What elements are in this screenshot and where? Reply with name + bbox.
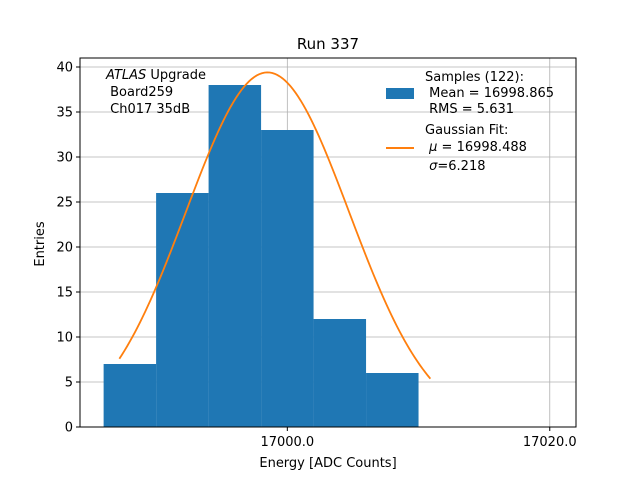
histogram-bar [208, 85, 262, 427]
legend-samples-mean: Mean = 16998.865 [425, 86, 554, 101]
annotation-line-2: Board259 [106, 85, 173, 100]
legend-histogram-swatch [386, 88, 414, 99]
y-tick-label: 40 [56, 61, 73, 76]
legend-fit-header: Gaussian Fit: [425, 123, 508, 138]
legend-fit-mu: μ = 16998.488 [425, 140, 527, 155]
y-tick-label: 5 [65, 376, 73, 391]
histogram-bar [156, 193, 209, 427]
y-tick-label: 30 [56, 151, 73, 166]
histogram-bar [261, 130, 314, 427]
y-tick-label: 15 [56, 286, 73, 301]
legend-fit-sigma: σ=6.218 [425, 159, 486, 174]
histogram-bar [103, 364, 157, 427]
legend-samples-rms: RMS = 5.631 [425, 102, 514, 117]
x-tick-label: 17000.0 [260, 435, 314, 450]
axes-frame [79, 57, 577, 428]
y-tick-label: 25 [56, 196, 73, 211]
y-axis-label: Entries [33, 221, 48, 267]
y-tick-label: 35 [56, 106, 73, 121]
fit-layer [118, 71, 432, 380]
legend-samples-header: Samples (122): [425, 70, 524, 85]
histogram-bar [313, 319, 367, 427]
sigma-symbol: σ [429, 159, 438, 174]
annotation-rest: Upgrade [146, 68, 206, 83]
annotation-line-1: ATLAS Upgrade [105, 68, 206, 83]
histogram-bar [366, 373, 419, 427]
mu-value: = 16998.488 [437, 140, 526, 155]
y-tick-label: 0 [65, 421, 73, 436]
x-tick-label: 17020.0 [523, 435, 577, 450]
y-tick-label: 10 [56, 331, 73, 346]
annotation-line-3: Ch017 35dB [106, 102, 190, 117]
y-tick-label: 20 [56, 241, 73, 256]
annotation-italic-word: ATLAS [105, 68, 146, 83]
chart-title: Run 337 [297, 35, 359, 53]
x-axis-label: Energy [ADC Counts] [259, 456, 396, 471]
mu-symbol: μ [428, 140, 437, 155]
bar-layer [103, 85, 419, 427]
gaussian-fit-line [118, 71, 432, 380]
tick-layer: 0 5 10 15 20 25 30 35 40 17000.0 17020.0 [56, 61, 576, 451]
annotation-box: ATLAS Upgrade Board259 Ch017 35dB [105, 68, 206, 117]
legend: Samples (122): Mean = 16998.865 RMS = 5.… [386, 70, 554, 174]
sigma-value: =6.218 [437, 159, 485, 174]
